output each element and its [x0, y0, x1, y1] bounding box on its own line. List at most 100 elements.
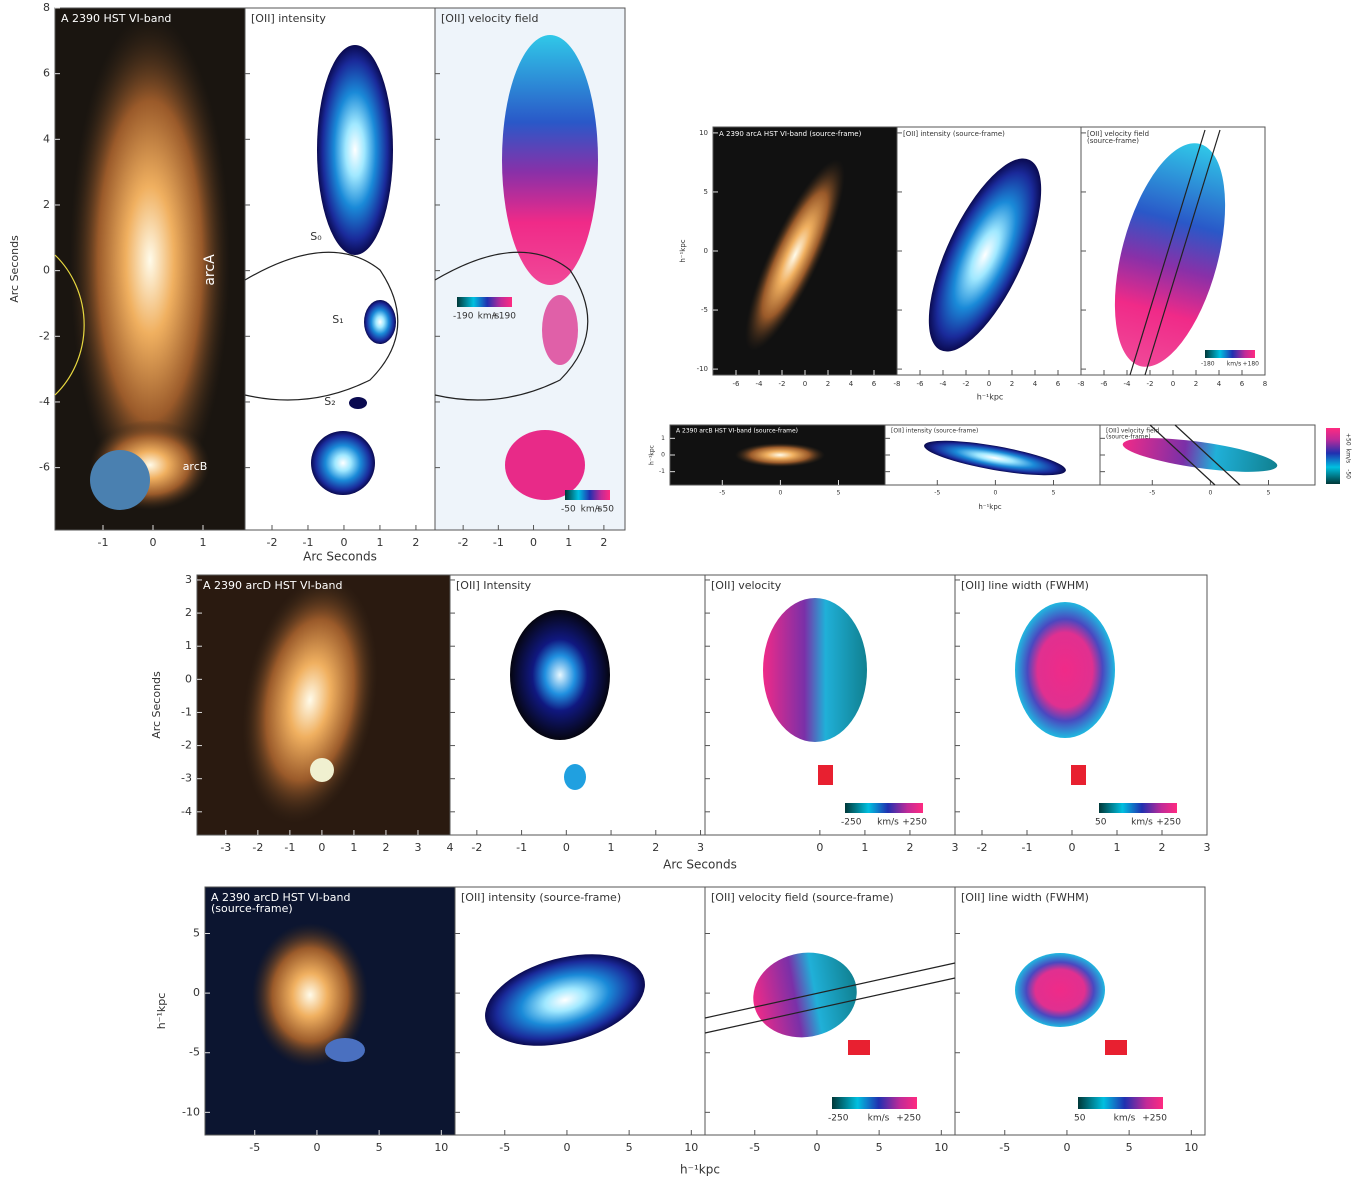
panel-title: [OII] Intensity [456, 579, 532, 592]
y-axis-label: Arc Seconds [8, 235, 21, 303]
colorbar [457, 297, 512, 307]
contour [704, 962, 956, 1019]
x-tick-label: 4 [1033, 380, 1038, 388]
x-tick-label: 2 [412, 536, 419, 549]
y-tick-label: -2 [181, 739, 192, 752]
annotation: S₁ [332, 313, 343, 326]
colorbar-max: +50 [1345, 433, 1352, 446]
contour [704, 977, 956, 1034]
panel-title: A 2390 arcD HST VI-band [211, 891, 350, 904]
x-tick-label: 8 [1263, 380, 1267, 388]
y-axis-label: Arc Seconds [150, 671, 163, 739]
y-tick-label: -4 [39, 395, 50, 408]
x-tick-label: 3 [697, 841, 704, 854]
x-tick-label: -2 [779, 380, 786, 388]
y-tick-label: 2 [43, 198, 50, 211]
panel-title: (source-frame) [211, 902, 293, 915]
y-tick-label: 6 [43, 67, 50, 80]
x-tick-label: 1 [200, 536, 207, 549]
contour [434, 251, 589, 401]
x-tick-label: 1 [1114, 841, 1121, 854]
colorbar-max: +250 [1156, 818, 1181, 828]
colorbar-unit: km/s [868, 1114, 890, 1124]
colorbar [565, 490, 610, 500]
x-tick-label: 3 [414, 841, 421, 854]
y-tick-label: 10 [699, 129, 708, 137]
y-tick-label: -10 [697, 365, 708, 373]
y-tick-label: -1 [659, 468, 665, 475]
emission-map [818, 765, 833, 785]
annotation: S₀ [310, 230, 322, 243]
y-tick-label: 3 [185, 573, 192, 586]
colorbar [845, 803, 923, 813]
x-tick-label: 0 [993, 490, 997, 497]
emission-map [924, 440, 1066, 476]
x-tick-label: -4 [940, 380, 948, 388]
panel-title: (source-frame) [1106, 434, 1151, 441]
y-tick-label: -5 [701, 306, 708, 314]
panel-title: [OII] intensity [251, 12, 326, 25]
x-tick-label: -6 [733, 380, 741, 388]
x-tick-label: -8 [1078, 380, 1085, 388]
emission-map [485, 954, 645, 1046]
x-tick-label: 2 [1194, 380, 1198, 388]
emission-map [311, 431, 375, 495]
x-tick-label: 0 [318, 841, 325, 854]
emission-map [70, 15, 230, 505]
x-tick-label: -2 [267, 536, 278, 549]
x-tick-label: 4 [1217, 380, 1222, 388]
panel-title: [OII] line width (FWHM) [961, 579, 1089, 592]
x-tick-label: -2 [458, 536, 469, 549]
colorbar [832, 1097, 917, 1109]
x-tick-label: -6 [1101, 380, 1109, 388]
x-tick-label: 3 [952, 841, 959, 854]
emission-map [1071, 765, 1086, 785]
y-tick-label: -1 [181, 705, 192, 718]
contour [1129, 129, 1206, 376]
x-tick-label: -2 [471, 841, 482, 854]
x-tick-label: 6 [872, 380, 877, 388]
panel-title: A 2390 arcB HST VI-band (source-frame) [676, 428, 798, 435]
y-axis-label: h⁻¹kpc [155, 993, 168, 1030]
y-tick-label: -10 [182, 1105, 200, 1118]
x-tick-label: -4 [756, 380, 764, 388]
colorbar-unit: km/s [581, 505, 603, 515]
colorbar-min: 50 [1074, 1114, 1086, 1124]
x-tick-label: 0 [313, 1141, 320, 1154]
x-tick-label: 10 [1184, 1141, 1198, 1154]
x-tick-label: 2 [1010, 380, 1014, 388]
x-tick-label: 0 [340, 536, 347, 549]
colorbar-unit: km/s [877, 818, 899, 828]
contour [54, 254, 85, 396]
emission-map [745, 159, 845, 351]
x-tick-label: -1 [98, 536, 109, 549]
x-tick-label: 1 [565, 536, 572, 549]
x-tick-label: 0 [1063, 1141, 1070, 1154]
x-tick-label: 5 [1126, 1141, 1133, 1154]
x-tick-label: 0 [563, 1141, 570, 1154]
y-tick-label: -5 [189, 1046, 200, 1059]
x-tick-label: 0 [150, 536, 157, 549]
y-tick-label: -2 [39, 329, 50, 342]
x-tick-label: 0 [1069, 841, 1076, 854]
colorbar [1078, 1097, 1163, 1109]
colorbar [1326, 428, 1340, 484]
x-tick-label: 0 [1208, 490, 1212, 497]
emission-map [349, 397, 367, 409]
emission-map [1015, 602, 1115, 738]
y-tick-label: -6 [39, 461, 50, 474]
emission-map [242, 576, 378, 824]
y-axis-label: h⁻¹kpc [649, 445, 656, 465]
x-tick-label: -8 [894, 380, 901, 388]
colorbar-unit: km/s [478, 312, 500, 322]
x-tick-label: 10 [684, 1141, 698, 1154]
colorbar-min: -50 [561, 505, 576, 515]
x-tick-label: -1 [493, 536, 504, 549]
x-tick-label: 2 [382, 841, 389, 854]
y-tick-label: 0 [43, 264, 50, 277]
x-tick-label: -3 [220, 841, 231, 854]
x-tick-label: -6 [917, 380, 925, 388]
x-tick-label: -5 [934, 490, 940, 497]
colorbar-max: +250 [902, 818, 927, 828]
